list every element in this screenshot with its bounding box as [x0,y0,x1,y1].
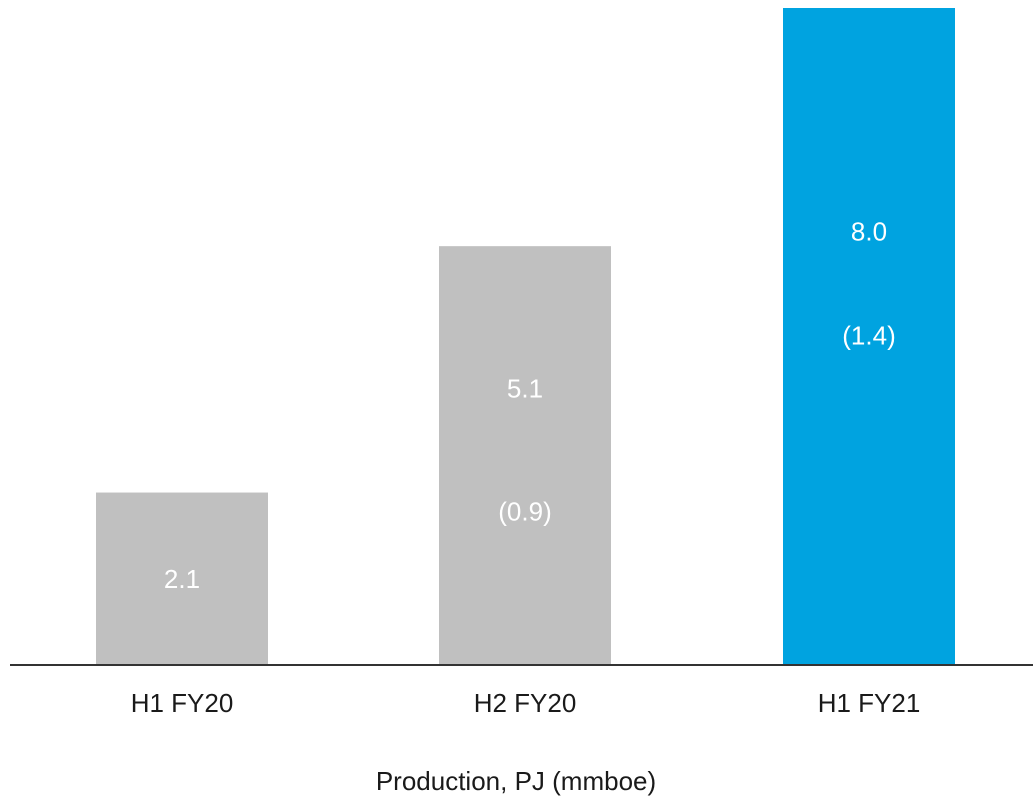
bar-labels-group: 2.1 5.1 (0.9) 8.0 (1.4) [164,216,896,593]
x-tick-label-2: H2 FY20 [474,688,577,718]
bar-1 [96,492,268,665]
bar-secondary-label-3: (1.4) [842,320,895,350]
bar-2 [439,246,611,665]
bar-value-label-2: 5.1 [507,374,543,404]
x-tick-labels: H1 FY20 H2 FY20 H1 FY21 [131,688,921,718]
bar-value-label-1: 2.1 [164,564,200,594]
bar-value-label-3: 8.0 [851,216,887,246]
bar-3 [783,8,955,665]
bars-group [96,8,955,665]
x-axis-label: Production, PJ (mmboe) [376,766,656,796]
x-tick-label-1: H1 FY20 [131,688,234,718]
bar-secondary-label-2: (0.9) [498,497,551,527]
x-tick-label-3: H1 FY21 [818,688,921,718]
